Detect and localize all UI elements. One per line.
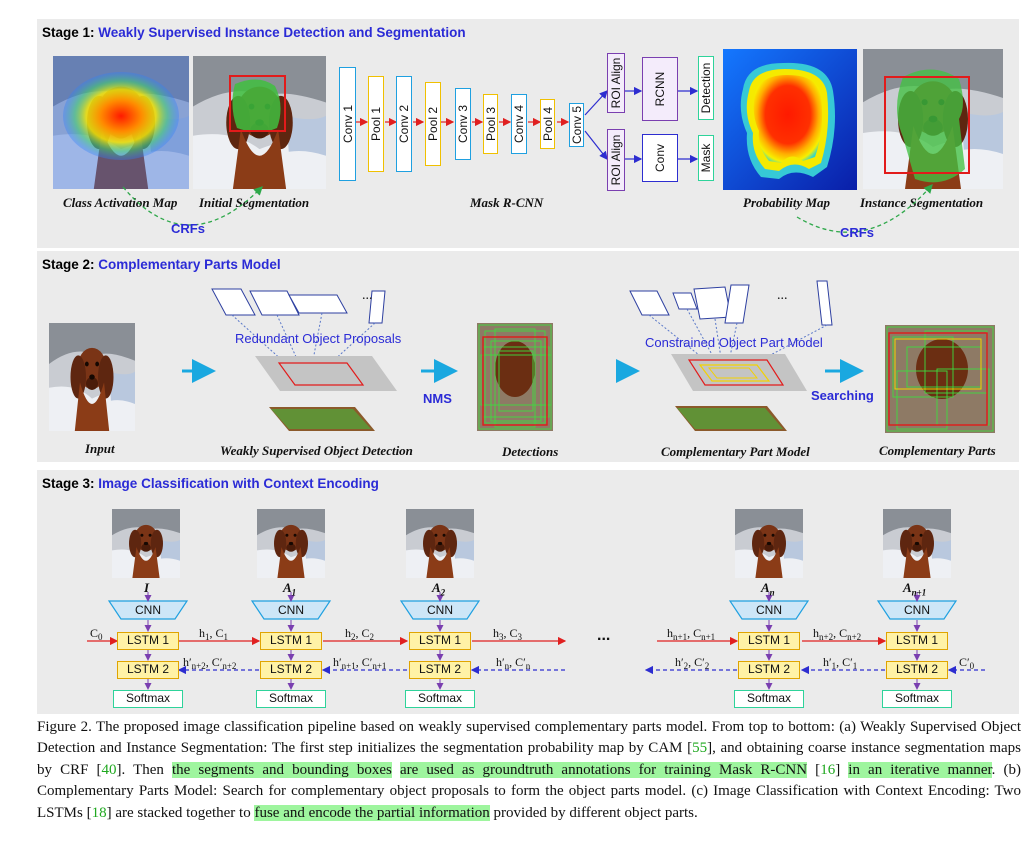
lstm2-block-5: LSTM 2 [886, 661, 948, 679]
softmax-block-2: Softmax [256, 690, 326, 708]
stage3-title: Stage 3: Image Classification with Conte… [42, 476, 379, 491]
crfs-label-left: CRFs [171, 221, 205, 236]
svg-text:hn+2, Cn+2: hn+2, Cn+2 [813, 626, 861, 642]
pool3-layer: Pool 3 [483, 94, 498, 154]
mask-rcnn-diagram [355, 86, 699, 164]
lstm1-block-3: LSTM 1 [409, 632, 471, 650]
roi-align-bottom: ROI Align [607, 129, 625, 191]
pool4-layer: Pool 4 [540, 99, 555, 149]
nms-label: NMS [423, 391, 452, 406]
lstm2-block-1: LSTM 2 [117, 661, 179, 679]
detection-block: Detection [698, 56, 714, 120]
crf-arcs [122, 184, 933, 233]
pool1-layer: Pool 1 [368, 76, 384, 172]
conv2-layer: Conv 2 [396, 76, 412, 172]
searching-label: Searching [811, 388, 874, 403]
input-label: Input [85, 441, 115, 456]
detections-image [477, 323, 553, 431]
stage2-title: Stage 2: Complementary Parts Model [42, 257, 281, 272]
lstm1-block-4: LSTM 1 [738, 632, 800, 650]
column-image-A2 [406, 509, 474, 578]
instance-segmentation-label: Instance Segmentation [860, 195, 984, 210]
detections-label: Detections [502, 444, 559, 459]
probability-map-image [723, 49, 857, 190]
conv5-layer: Conv 5 [569, 103, 584, 147]
conv3-layer: Conv 3 [455, 88, 471, 160]
cnn-label-3: CNN [427, 603, 453, 617]
cam-label: Class Activation Map [63, 195, 178, 210]
lstm1-block-2: LSTM 1 [260, 632, 322, 650]
pool2-layer: Pool 2 [425, 82, 441, 166]
complementary-parts-label: Complementary Parts [879, 443, 996, 458]
probability-map-label: Probability Map [743, 195, 831, 210]
lstm2-block-4: LSTM 2 [738, 661, 800, 679]
mask-block: Mask [698, 135, 714, 181]
mask-rcnn-label: Mask R-CNN [470, 195, 544, 210]
stage2-diagram: ... [182, 280, 995, 433]
stage1-title: Stage 1: Weakly Supervised Instance Dete… [42, 25, 466, 40]
svg-text:...: ... [777, 288, 788, 303]
conv-block: Conv [642, 134, 678, 182]
svg-text:h′2, C′2: h′2, C′2 [675, 655, 709, 671]
svg-text:C′0: C′0 [959, 655, 975, 671]
rcnn-block: RCNN [642, 57, 678, 121]
column-label-I: I [144, 580, 150, 595]
column-label-A1: A1 [283, 580, 297, 598]
lstm2-block-3: LSTM 2 [409, 661, 471, 679]
column-image-I [112, 509, 180, 578]
cam-image [53, 56, 189, 189]
column-label-An1: An+1 [903, 580, 927, 598]
softmax-block-4: Softmax [734, 690, 804, 708]
stage2-panel: Stage 2: Complementary Parts Model Input [37, 251, 1019, 462]
conv1-layer: Conv 1 [339, 67, 356, 181]
svg-text:h3, C3: h3, C3 [493, 626, 523, 642]
lstm1-block-5: LSTM 1 [886, 632, 948, 650]
stage3-ellipsis: ... [597, 627, 611, 644]
cnn-label-2: CNN [278, 603, 304, 617]
column-image-An [735, 509, 803, 578]
stage3-lines: C0 h1, C1 h2, C2 h3, C3 hn+1, Cn+1 hn+2,… [87, 592, 985, 690]
lstm1-block-1: LSTM 1 [117, 632, 179, 650]
column-label-An: An [761, 580, 775, 598]
roi-align-top: ROI Align [607, 53, 625, 113]
complementary-parts-image [885, 325, 995, 433]
figure-caption: Figure 2. The proposed image classificat… [37, 719, 1022, 821]
column-image-A1 [257, 509, 325, 578]
column-label-A2: A2 [432, 580, 446, 598]
svg-text:h1, C1: h1, C1 [199, 626, 228, 642]
initial-segmentation-label: Initial Segmentation [199, 195, 310, 210]
cnn-label-5: CNN [904, 603, 930, 617]
instance-segmentation-image [863, 49, 1003, 189]
column-image-An1 [883, 509, 951, 578]
cnn-label-1: CNN [135, 603, 161, 617]
constrained-model-label: Constrained Object Part Model [645, 335, 823, 350]
svg-text:hn+1, Cn+1: hn+1, Cn+1 [667, 626, 715, 642]
svg-text:C0: C0 [90, 626, 103, 642]
svg-text:h′n+2, C′n+2: h′n+2, C′n+2 [183, 655, 236, 671]
redundant-proposals-label: Redundant Object Proposals [235, 331, 402, 346]
stage3-panel: Stage 3: Image Classification with Conte… [37, 470, 1019, 714]
crfs-label-right: CRFs [840, 225, 874, 240]
conv4-layer: Conv 4 [511, 94, 527, 154]
svg-text:h2, C2: h2, C2 [345, 626, 374, 642]
svg-text:h′1, C′1: h′1, C′1 [823, 655, 857, 671]
svg-text:h′n+1, C′n+1: h′n+1, C′n+1 [333, 655, 386, 671]
wsod-label: Weakly Supervised Object Detection [220, 443, 413, 458]
softmax-block-1: Softmax [113, 690, 183, 708]
initial-segmentation-image [193, 56, 326, 189]
softmax-block-5: Softmax [882, 690, 952, 708]
lstm2-block-2: LSTM 2 [260, 661, 322, 679]
svg-text:...: ... [362, 288, 373, 303]
cpm-label: Complementary Part Model [661, 444, 810, 459]
stage1-panel: Stage 1: Weakly Supervised Instance Dete… [37, 19, 1019, 248]
cnn-label-4: CNN [756, 603, 782, 617]
svg-text:h′n, C′n: h′n, C′n [496, 655, 531, 671]
softmax-block-3: Softmax [405, 690, 475, 708]
